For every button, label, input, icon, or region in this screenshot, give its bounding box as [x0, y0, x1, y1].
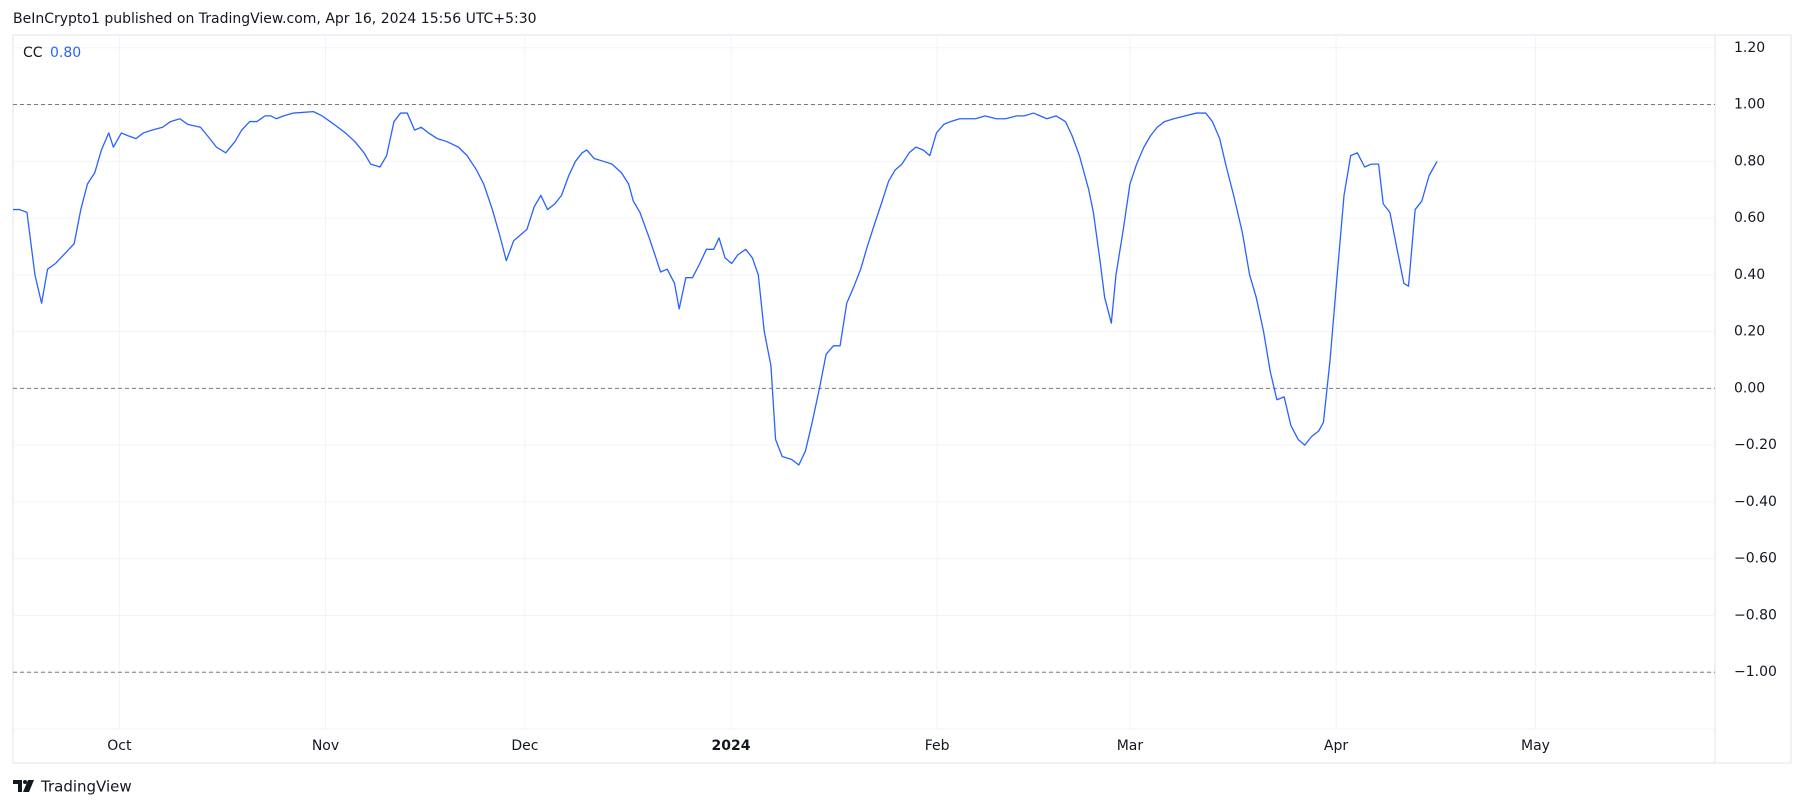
x-tick-label: Apr: [1324, 738, 1348, 754]
y-tick-label: −0.20: [1734, 437, 1777, 453]
y-tick-label: 1.00: [1734, 97, 1765, 113]
frame: [12, 34, 1792, 764]
header: BeInCrypto1 published on TradingView.com…: [13, 11, 537, 27]
footer: TradingView: [40, 778, 132, 796]
grid: [13, 35, 1716, 763]
y-tick-label: 0.20: [1734, 324, 1765, 340]
plot: [13, 110, 1438, 466]
x-tick-label: 2024: [712, 738, 751, 754]
y-tick-label: −1.00: [1734, 664, 1777, 680]
y-tick-label: 0.00: [1734, 380, 1765, 396]
y-tick-label: −0.40: [1734, 494, 1777, 510]
footer-logo: [13, 780, 34, 792]
y-tick-label: 0.80: [1734, 153, 1765, 169]
legend-value: 0.80: [50, 45, 81, 61]
x-tick-label: Dec: [511, 738, 538, 754]
x-tick-label: May: [1521, 738, 1550, 754]
y-tick-label: 1.20: [1734, 40, 1765, 56]
legend-name: CC: [23, 45, 43, 61]
x-tick-label: Feb: [925, 738, 950, 754]
y-tick-label: −0.60: [1734, 551, 1777, 567]
y-tick-label: 0.60: [1734, 210, 1765, 226]
y-tick-label: −0.80: [1734, 607, 1777, 623]
x-tick-label: Mar: [1117, 738, 1144, 754]
x-tick-label: Oct: [107, 738, 132, 754]
x-tick-label: Nov: [312, 738, 339, 754]
cc-line: [13, 110, 1438, 466]
y-tick-label: 0.40: [1734, 267, 1765, 283]
